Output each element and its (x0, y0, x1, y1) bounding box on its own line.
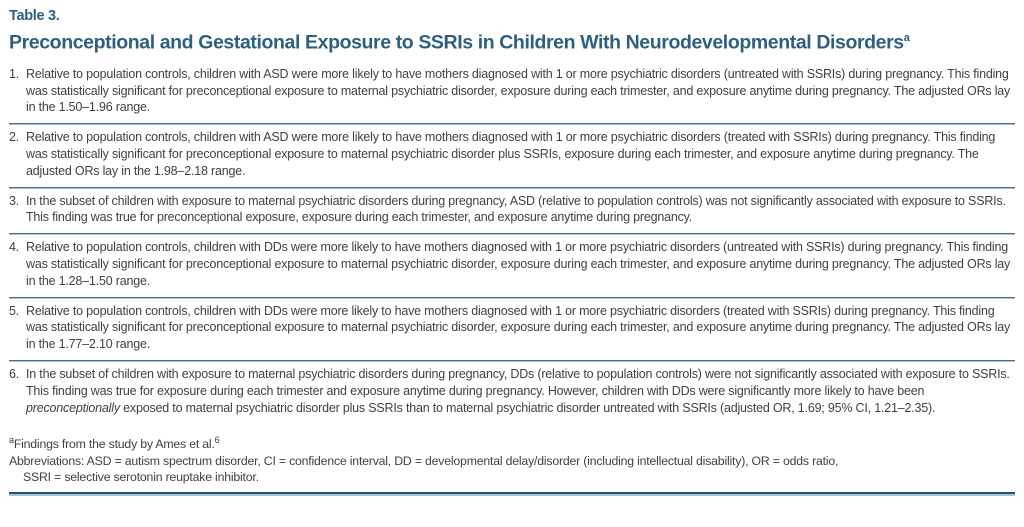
finding-number: 4. (9, 240, 20, 255)
table-label: Table 3. (9, 8, 60, 24)
table-bottom-rule (9, 492, 1015, 495)
finding-text: Relative to population controls, childre… (26, 66, 1011, 115)
finding-item-3: 3. In the subset of children with exposu… (9, 188, 1015, 235)
finding-item-5: 5. Relative to population controls, chil… (9, 298, 1015, 362)
finding-number: 3. (9, 193, 20, 208)
abbreviations-line-1: Abbreviations: ASD = autism spectrum dis… (9, 453, 839, 468)
footnote-source-text: Findings from the study by Ames et al. (13, 437, 215, 452)
footnotes: aFindings from the study by Ames et al.6… (9, 432, 1015, 485)
finding-item-1: 1. Relative to population controls, chil… (9, 61, 1015, 125)
finding-item-2: 2. Relative to population controls, chil… (9, 124, 1015, 188)
footnote-marker: a (9, 435, 14, 446)
table-title-text: Preconceptional and Gestational Exposure… (9, 31, 904, 54)
finding-text: Relative to population controls, childre… (26, 303, 1011, 352)
finding-number: 6. (9, 367, 20, 382)
italic-term: preconceptionally (26, 400, 120, 415)
finding-text-end: exposed to maternal psychiatric disorder… (119, 400, 936, 415)
finding-text-start: In the subset of children with exposure … (26, 367, 1010, 398)
footnote-abbreviations: Abbreviations: ASD = autism spectrum dis… (9, 453, 1015, 485)
finding-text: Relative to population controls, childre… (26, 130, 996, 178)
finding-number: 1. (9, 66, 20, 81)
finding-text: In the subset of children with exposure … (26, 366, 1015, 416)
findings-list: 1. Relative to population controls, chil… (9, 61, 1015, 421)
finding-item-6: 6. In the subset of children with exposu… (9, 361, 1015, 420)
finding-item-4: 4. Relative to population controls, chil… (9, 234, 1015, 298)
finding-text: Relative to population controls, childre… (26, 240, 1011, 288)
table-title: Preconceptional and Gestational Exposure… (9, 32, 1015, 54)
footnote-reference-number: 6 (214, 435, 220, 446)
finding-text: In the subset of children with exposure … (26, 193, 1006, 225)
finding-number: 2. (9, 130, 20, 145)
abbreviations-line-2: SSRI = selective serotonin reuptake inhi… (23, 469, 259, 484)
finding-number: 5. (9, 303, 20, 318)
footnote-source: aFindings from the study by Ames et al.6 (9, 432, 1015, 452)
table-title-footnote-marker: a (903, 31, 910, 44)
